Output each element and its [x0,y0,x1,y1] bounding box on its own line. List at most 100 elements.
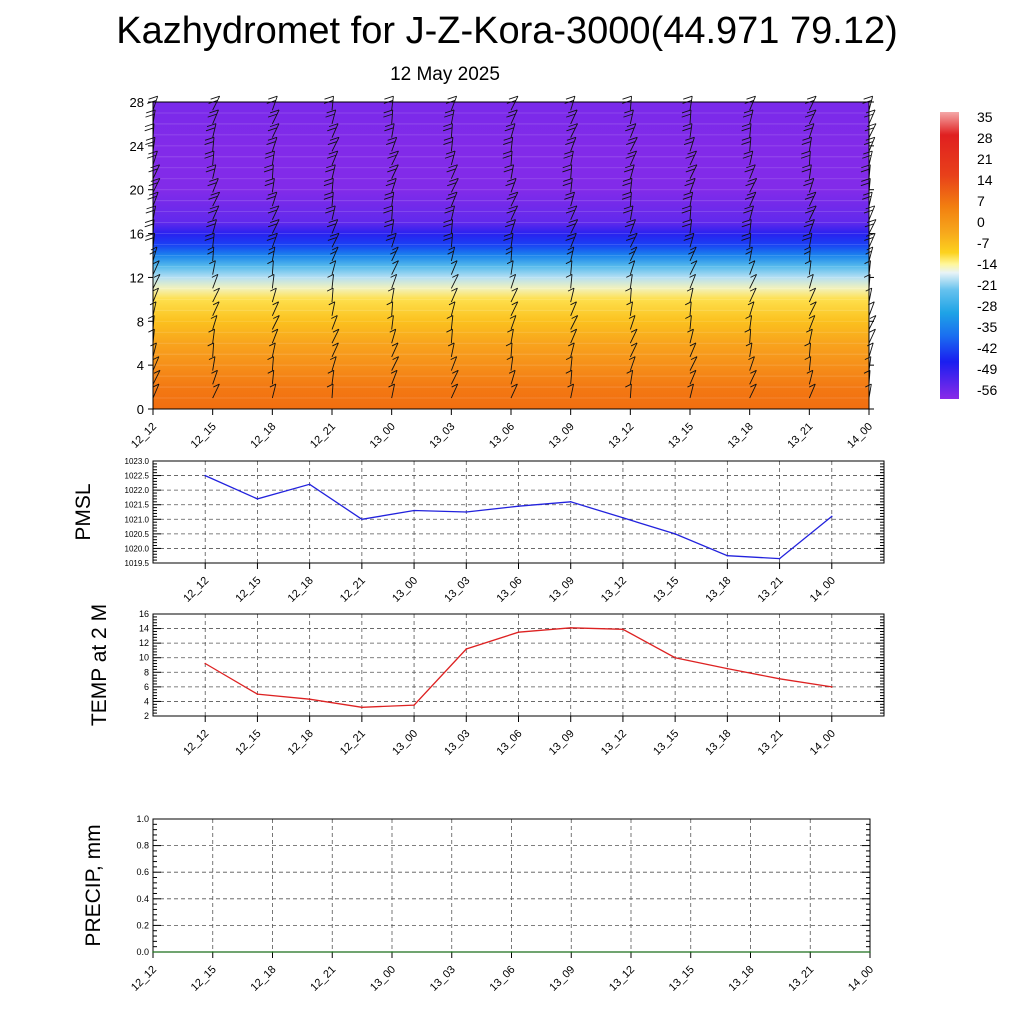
wind-barb-flag [387,178,397,182]
data-point [256,498,259,500]
wind-barb [510,191,519,207]
wind-barb-flag [565,191,575,196]
wind-barb [808,151,811,166]
wind-barb-flag [866,246,873,251]
wind-barb-flag [443,232,453,237]
wind-barb-flag [267,136,278,141]
wind-barb [391,96,394,111]
wind-barb-flag [806,95,817,100]
wind-barb [629,301,633,316]
wind-barb [152,274,161,289]
wind-barb-flag [863,150,873,155]
wind-barb [391,370,398,385]
wind-barb-flag [144,223,154,228]
wind-barb-flag [860,168,871,173]
wind-barb [391,356,400,371]
wind-barb [212,219,217,234]
wind-barb-flag [746,164,756,169]
wind-barb-flag [207,209,218,214]
wind-barb [689,219,693,234]
wind-barb [510,315,517,330]
wind-barb-flag [328,123,339,128]
pmsl-chart: 1019.5 1020.0 1020.5 1021.0 1021.5 1022.0 1022… [72,457,885,605]
wind-barb-flag [509,315,517,319]
wind-barb [331,356,337,371]
wind-barb-flag [684,182,694,187]
wind-barb-flag [745,342,753,347]
wind-barb [689,301,692,316]
wind-barb-flag [744,195,755,200]
x-tick-label: 13_21 [786,964,816,994]
wind-barb-flag [267,209,278,214]
wind-barb-flag [508,205,518,210]
wind-barb [689,370,697,385]
wind-barb [271,356,274,371]
wind-barb [331,342,339,358]
wind-barb [271,219,280,234]
wind-barb [629,246,638,262]
data-point [413,509,415,512]
wind-barb-flag [146,109,156,114]
wind-barb-flag [443,237,453,241]
wind-barb-flag [448,246,455,251]
wind-barb [868,246,874,262]
precip-chart: 0.0 0.2 0.4 0.6 0.8 1.0 12_12 12_15 12_18 12_21 13… [82,814,876,994]
wind-barb [808,109,817,125]
wind-barb [629,109,634,125]
wind-barb [212,315,218,330]
wind-barb-flag [267,113,278,118]
wind-barb [450,137,454,152]
wind-barb [868,329,876,344]
wind-barb-flag [865,109,876,114]
wind-barb-flag [503,168,513,173]
y-tick-label: 1020.0 [125,544,150,553]
wind-barb [331,384,334,399]
wind-barb-flag [206,123,217,128]
wind-barb-flag [804,123,815,128]
wind-barb [212,151,215,166]
wind-barb-flag [749,287,757,292]
wind-barb-flag [690,356,698,361]
wind-barb-flag [505,246,513,251]
wind-barb-flag [503,237,513,241]
wind-barb-flag [690,246,697,251]
wind-barb-flag [565,356,573,361]
wind-barb [331,233,340,248]
y-tick-label: 24 [130,139,144,154]
wind-barb-flag [207,219,217,223]
wind-barb [391,315,394,330]
wind-barb [689,233,695,248]
x-tick-label: 13_12 [606,421,636,451]
wind-barb-flag [211,369,218,374]
wind-barb [749,383,757,399]
wind-barb-flag [383,209,393,214]
wind-barb-flag [806,109,817,114]
colorbar-label: -56 [977,382,997,398]
wind-barb-flag [387,232,397,237]
colorbar-label: 35 [977,109,993,125]
wind-barb-flag [687,328,694,333]
wind-barb [331,164,336,179]
wind-barb [450,178,459,193]
wind-barb [570,164,573,179]
wind-barb [510,151,513,166]
wind-barb [152,178,161,193]
wind-barb-flag [213,383,220,388]
wind-barb [331,301,336,316]
wind-barb [271,315,280,330]
data-point [622,517,624,519]
wind-barb-flag [392,260,399,265]
wind-barb [391,123,395,138]
wind-barb-flag [209,109,219,114]
wind-barb [450,342,455,358]
wind-barb-flag [865,383,872,388]
wind-barb-flag [383,195,394,200]
wind-barb-flag [209,260,216,265]
wind-barb [570,260,573,275]
wind-barb-flag [630,328,638,333]
data-point [152,951,154,953]
wind-barb-flag [390,369,398,374]
wind-barb-flag [502,154,512,159]
wind-barb [689,137,695,152]
wind-barb-flag [387,315,394,319]
